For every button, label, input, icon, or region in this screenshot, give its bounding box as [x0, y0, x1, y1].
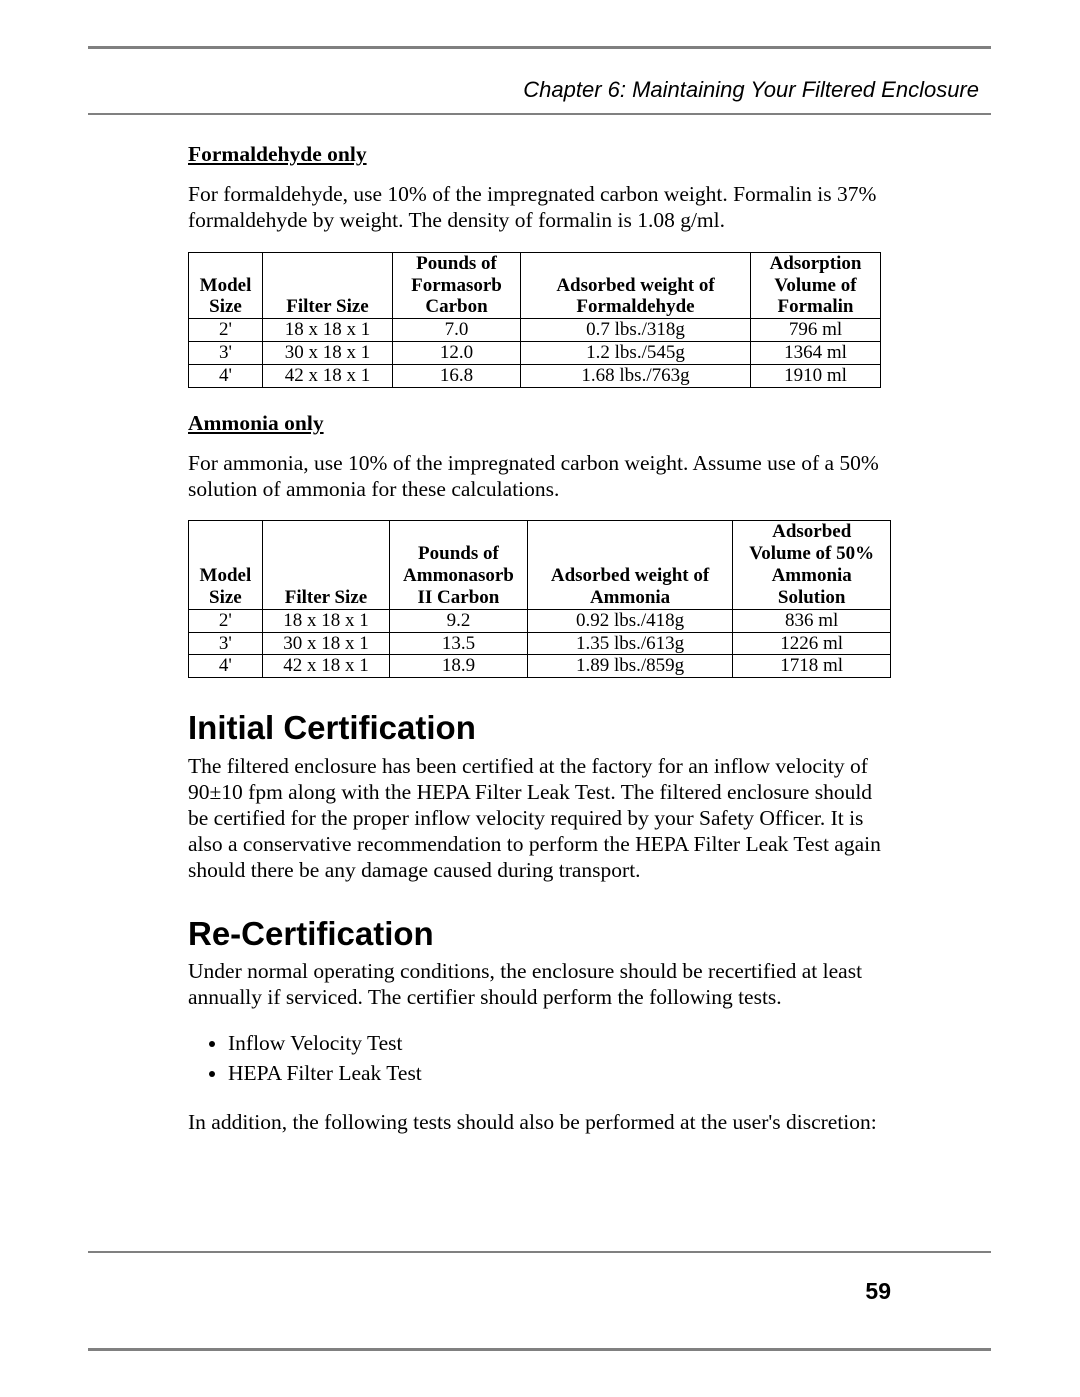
table-cell: 0.92 lbs./418g — [527, 609, 733, 632]
table-row: 3'30 x 18 x 113.51.35 lbs./613g1226 ml — [189, 632, 891, 655]
table-row: 3'30 x 18 x 112.01.2 lbs./545g1364 ml — [189, 342, 881, 365]
formaldehyde-subhead: Formaldehyde only — [188, 141, 891, 167]
ammonia-paragraph: For ammonia, use 10% of the impregnated … — [188, 450, 891, 502]
table-cell: 13.5 — [390, 632, 528, 655]
table-header: Pounds of Ammonasorb II Carbon — [390, 521, 528, 609]
table-row: 2'18 x 18 x 17.00.7 lbs./318g796 ml — [189, 319, 881, 342]
list-item: HEPA Filter Leak Test — [228, 1058, 891, 1088]
ammonia-table: Model SizeFilter SizePounds of Ammonasor… — [188, 520, 891, 678]
table-cell: 1718 ml — [733, 655, 891, 678]
table-cell: 1364 ml — [751, 342, 881, 365]
chapter-header: Chapter 6: Maintaining Your Filtered Enc… — [88, 55, 991, 113]
table-cell: 3' — [189, 342, 263, 365]
table-cell: 18 x 18 x 1 — [263, 319, 393, 342]
tests-list: Inflow Velocity TestHEPA Filter Leak Tes… — [228, 1028, 891, 1088]
formaldehyde-table: Model SizeFilter SizePounds of Formasorb… — [188, 252, 881, 388]
table-cell: 796 ml — [751, 319, 881, 342]
table-cell: 42 x 18 x 1 — [262, 655, 389, 678]
table-header: Model Size — [189, 521, 263, 609]
table-cell: 42 x 18 x 1 — [263, 364, 393, 387]
table-row: 4'42 x 18 x 118.91.89 lbs./859g1718 ml — [189, 655, 891, 678]
bottom-rule-outer — [88, 1348, 991, 1351]
table-header: Filter Size — [263, 252, 393, 319]
initial-certification-paragraph: The filtered enclosure has been certifie… — [188, 753, 891, 884]
table-cell: 2' — [189, 319, 263, 342]
page-frame: Chapter 6: Maintaining Your Filtered Enc… — [88, 46, 991, 1351]
table-cell: 18.9 — [390, 655, 528, 678]
table-header: Model Size — [189, 252, 263, 319]
table-header: Adsorbed Volume of 50% Ammonia Solution — [733, 521, 891, 609]
formaldehyde-paragraph: For formaldehyde, use 10% of the impregn… — [188, 181, 891, 233]
table-cell: 9.2 — [390, 609, 528, 632]
table-cell: 2' — [189, 609, 263, 632]
table-header: Adsorbed weight of Formaldehyde — [521, 252, 751, 319]
table-cell: 1.35 lbs./613g — [527, 632, 733, 655]
table-header: Filter Size — [262, 521, 389, 609]
table-cell: 1226 ml — [733, 632, 891, 655]
table-cell: 1910 ml — [751, 364, 881, 387]
table-cell: 1.68 lbs./763g — [521, 364, 751, 387]
bottom-rule-inner — [88, 1251, 991, 1253]
ammonia-subhead: Ammonia only — [188, 410, 891, 436]
table-cell: 1.2 lbs./545g — [521, 342, 751, 365]
table-header: Pounds of Formasorb Carbon — [393, 252, 521, 319]
re-certification-paragraph-2: In addition, the following tests should … — [188, 1109, 891, 1135]
page-content: Formaldehyde only For formaldehyde, use … — [88, 115, 991, 1135]
table-cell: 16.8 — [393, 364, 521, 387]
re-certification-paragraph-1: Under normal operating conditions, the e… — [188, 958, 891, 1010]
table-cell: 30 x 18 x 1 — [262, 632, 389, 655]
re-certification-heading: Re-Certification — [188, 914, 891, 954]
table-cell: 4' — [189, 655, 263, 678]
table-cell: 7.0 — [393, 319, 521, 342]
page-number: 59 — [865, 1278, 891, 1305]
footer-rules — [88, 1247, 991, 1253]
table-row: 2'18 x 18 x 19.20.92 lbs./418g836 ml — [189, 609, 891, 632]
table-header: Adsorption Volume of Formalin — [751, 252, 881, 319]
table-header: Adsorbed weight of Ammonia — [527, 521, 733, 609]
table-cell: 30 x 18 x 1 — [263, 342, 393, 365]
table-cell: 18 x 18 x 1 — [262, 609, 389, 632]
initial-certification-heading: Initial Certification — [188, 708, 891, 748]
table-cell: 4' — [189, 364, 263, 387]
table-row: 4'42 x 18 x 116.81.68 lbs./763g1910 ml — [189, 364, 881, 387]
table-cell: 836 ml — [733, 609, 891, 632]
table-cell: 12.0 — [393, 342, 521, 365]
list-item: Inflow Velocity Test — [228, 1028, 891, 1058]
table-cell: 1.89 lbs./859g — [527, 655, 733, 678]
table-cell: 0.7 lbs./318g — [521, 319, 751, 342]
table-cell: 3' — [189, 632, 263, 655]
top-rule-outer — [88, 46, 991, 49]
